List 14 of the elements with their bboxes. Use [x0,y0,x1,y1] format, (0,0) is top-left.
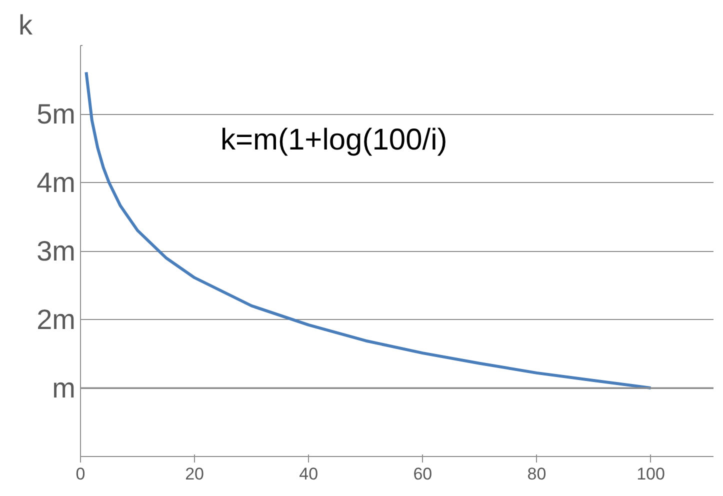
y-tick-label: 4m [36,167,76,198]
y-tick-label: m [52,372,76,404]
line-series [84,70,652,390]
annotation: k=m(1+log(100/i) [220,124,448,156]
x-tick-label: 80 [527,464,546,484]
y-tick-label: 5m [36,98,76,130]
y-tick-label: 2m [36,304,76,335]
x-tick-label: 100 [636,464,665,484]
x-tick-label: 40 [299,464,318,484]
x-tick-label: 60 [413,464,432,484]
x-tick-label: 0 [76,464,86,484]
y-tick-label: 3m [36,236,76,266]
y-axis-title: k [18,10,34,40]
x-tick-label: 20 [185,464,204,484]
